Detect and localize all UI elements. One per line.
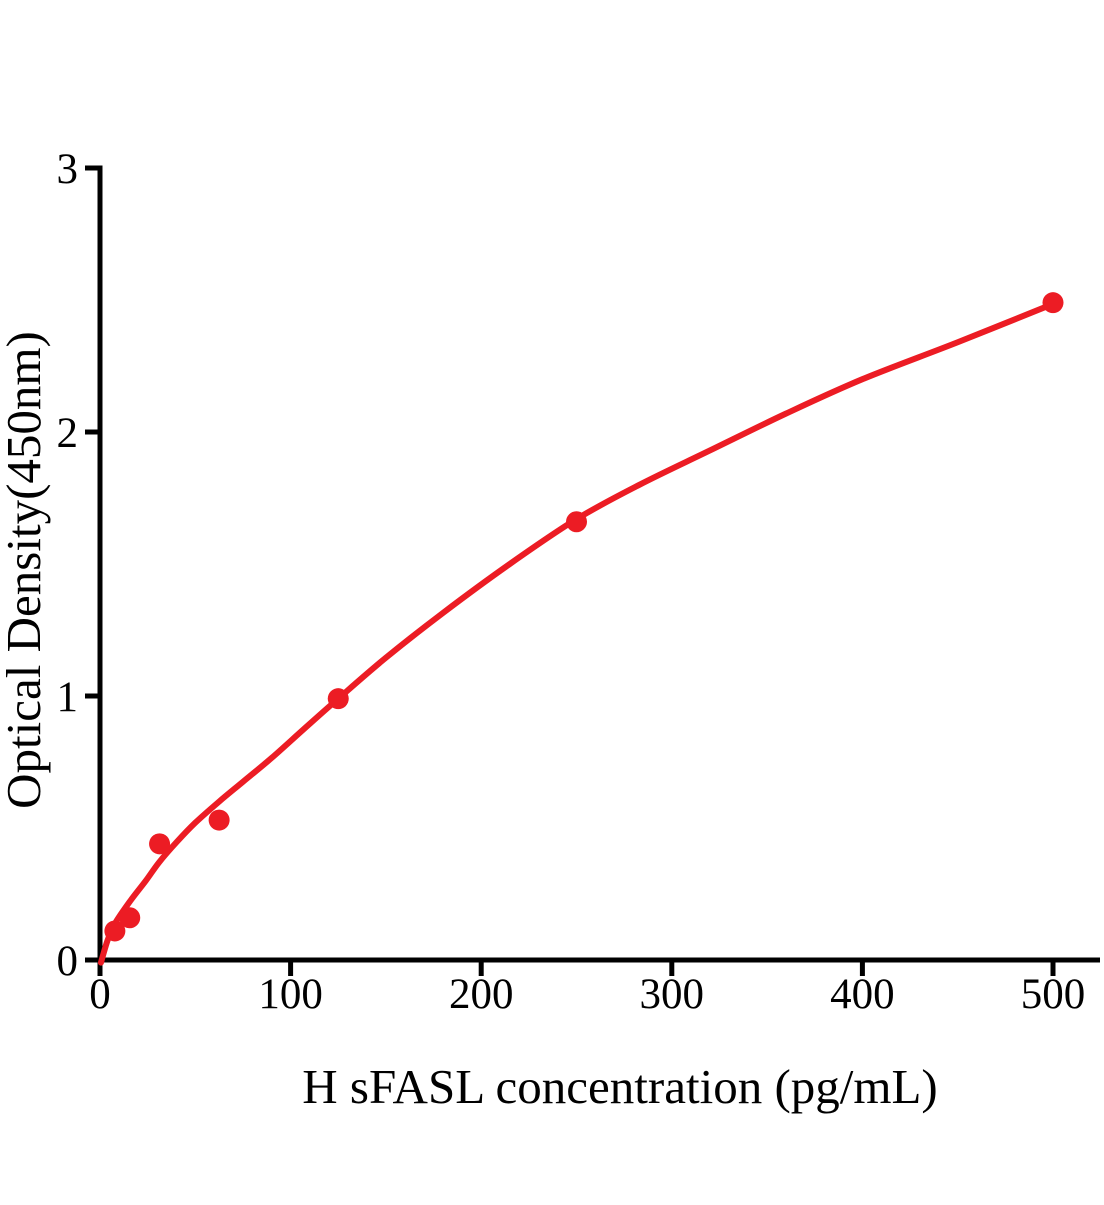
tick-marks (85, 165, 1056, 976)
x-tick-label: 400 (830, 971, 895, 1018)
data-point-marker (208, 809, 230, 831)
data-points (104, 292, 1064, 942)
y-axis-title: Optical Density(450nm) (0, 331, 51, 809)
x-tick-label: 0 (89, 971, 111, 1018)
y-tick-label: 3 (57, 146, 79, 193)
data-point-marker (119, 907, 141, 929)
x-axis-title: H sFASL concentration (pg/mL) (302, 1059, 938, 1114)
data-point-marker (566, 511, 587, 533)
data-point-marker (149, 833, 171, 855)
tick-labels: 0 100 200 300 400 500 0 1 2 3 (57, 146, 1086, 1018)
y-tick-label: 0 (57, 938, 79, 985)
y-tick-label: 1 (57, 674, 79, 721)
x-tick-label: 300 (640, 971, 705, 1018)
fitted-curve (97, 300, 1056, 966)
data-point-marker (104, 920, 126, 942)
x-tick-label: 100 (258, 971, 323, 1018)
data-point-marker (1042, 292, 1064, 314)
axes (97, 165, 1100, 963)
x-tick-label: 200 (449, 971, 514, 1018)
data-point-marker (327, 688, 349, 710)
y-tick-label: 2 (57, 410, 79, 457)
x-tick-label: 500 (1021, 971, 1086, 1018)
